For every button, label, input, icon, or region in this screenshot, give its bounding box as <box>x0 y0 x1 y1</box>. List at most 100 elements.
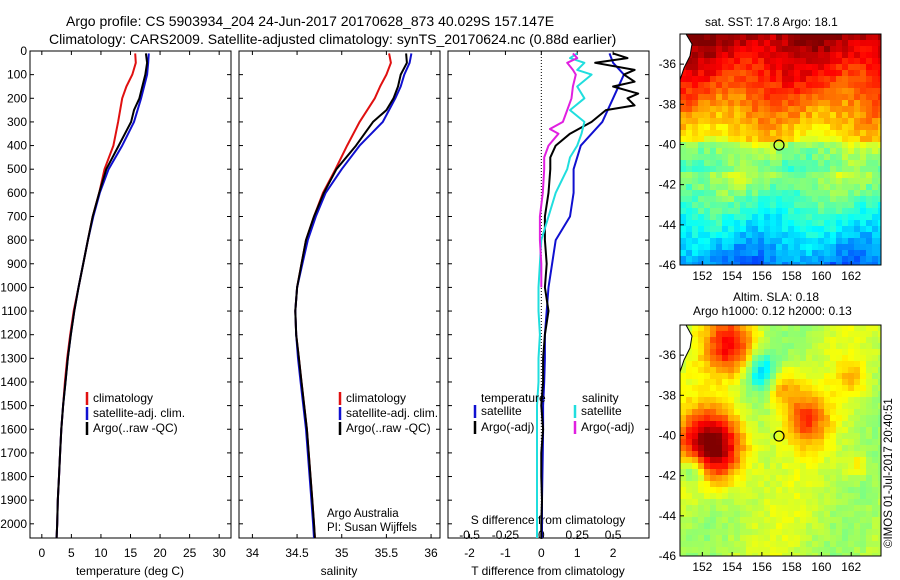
sla-cell <box>740 493 746 499</box>
sst-cell <box>758 166 764 172</box>
sla-cell <box>836 427 842 433</box>
sst-cell <box>746 34 752 40</box>
sst-cell <box>776 94 782 100</box>
sla-cell <box>758 391 764 397</box>
sla-cell <box>860 373 866 379</box>
sst-cell <box>872 40 878 46</box>
sla-cell <box>788 511 794 517</box>
sst-cell <box>776 106 782 112</box>
sst-cell <box>794 64 800 70</box>
sla-cell <box>734 499 740 505</box>
sla-cell <box>800 421 806 427</box>
sst-cell <box>782 118 788 124</box>
sla-cell <box>860 379 866 385</box>
sst-cell <box>776 208 782 214</box>
sla-cell <box>860 433 866 439</box>
sla-cell <box>842 403 848 409</box>
sla-cell <box>842 499 848 505</box>
sst-cell <box>704 148 710 154</box>
sst-cell <box>716 184 722 190</box>
sla-cell <box>842 367 848 373</box>
sst-cell <box>770 52 776 58</box>
sla-cell <box>710 373 716 379</box>
sst-cell <box>800 58 806 64</box>
sst-cell <box>734 148 740 154</box>
sla-cell <box>758 451 764 457</box>
sst-cell <box>716 154 722 160</box>
sla-cell <box>782 481 788 487</box>
sla-cell <box>854 337 860 343</box>
sla-cell <box>788 463 794 469</box>
lon-tick-label: 162 <box>841 560 861 574</box>
sst-cell <box>854 160 860 166</box>
sst-cell <box>812 208 818 214</box>
sla-cell <box>812 541 818 547</box>
sla-cell <box>758 481 764 487</box>
sla-cell <box>824 391 830 397</box>
sla-cell <box>764 481 770 487</box>
sla-cell <box>770 373 776 379</box>
sst-cell <box>872 70 878 76</box>
sla-cell <box>824 469 830 475</box>
sla-cell <box>686 517 692 523</box>
sst-cell <box>770 64 776 70</box>
sst-cell <box>836 76 842 82</box>
sst-cell <box>878 208 881 214</box>
sst-cell <box>842 148 848 154</box>
sst-cell <box>878 82 881 88</box>
sst-cell <box>806 76 812 82</box>
sst-cell <box>716 46 722 52</box>
sst-cell <box>806 148 812 154</box>
sla-cell <box>770 385 776 391</box>
sst-cell <box>728 148 734 154</box>
sla-cell <box>728 523 734 529</box>
sst-cell <box>788 124 794 130</box>
sst-cell <box>698 34 704 40</box>
sst-cell <box>704 88 710 94</box>
sla-cell <box>788 445 794 451</box>
sst-cell <box>866 118 872 124</box>
sla-cell <box>776 553 782 556</box>
sst-cell <box>764 70 770 76</box>
sst-cell <box>794 202 800 208</box>
sst-cell <box>740 196 746 202</box>
sst-cell <box>872 220 878 226</box>
sst-cell <box>734 166 740 172</box>
sst-cell <box>788 58 794 64</box>
sst-cell <box>860 160 866 166</box>
sla-cell <box>698 529 704 535</box>
sst-cell <box>692 166 698 172</box>
temperature-x-axis: 0 5 10 15 20 25 30 <box>38 51 226 560</box>
sla-cell <box>848 331 854 337</box>
sla-cell <box>872 535 878 541</box>
sla-cell <box>764 499 770 505</box>
sst-cell <box>680 226 686 232</box>
sst-map <box>680 34 881 265</box>
sla-cell <box>776 463 782 469</box>
sla-cell <box>794 385 800 391</box>
sla-cell <box>764 487 770 493</box>
sst-cell <box>776 232 782 238</box>
sla-cell <box>830 337 836 343</box>
sst-cell <box>824 190 830 196</box>
sst-cell <box>770 256 776 262</box>
sla-cell <box>788 391 794 397</box>
sst-cell <box>776 166 782 172</box>
sst-cell <box>854 226 860 232</box>
sst-cell <box>836 178 842 184</box>
sla-cell <box>680 517 686 523</box>
sst-cell <box>680 232 686 238</box>
sst-cell <box>800 196 806 202</box>
sla-cell <box>692 547 698 553</box>
sla-cell <box>746 481 752 487</box>
sla-cell <box>770 379 776 385</box>
sla-cell <box>788 541 794 547</box>
sla-cell <box>734 511 740 517</box>
sla-cell <box>776 499 782 505</box>
sla-cell <box>824 367 830 373</box>
sla-cell <box>782 451 788 457</box>
sst-cell <box>830 34 836 40</box>
sst-cell <box>686 64 692 70</box>
sla-cell <box>686 457 692 463</box>
